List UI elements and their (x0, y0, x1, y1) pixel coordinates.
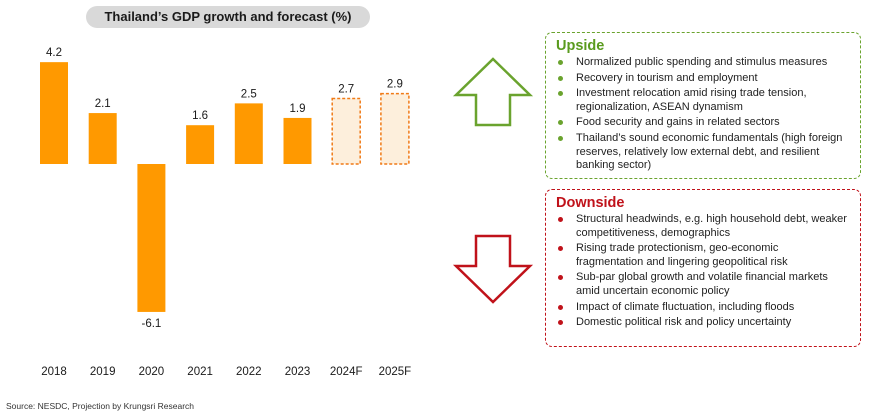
upside-item: Thailand’s sound economic fundamentals (… (556, 132, 848, 173)
bar-2022 (234, 103, 263, 164)
data-label-2022: 2.5 (241, 88, 257, 100)
category-label-2020: 2020 (139, 366, 165, 378)
data-label-2020: -6.1 (141, 318, 161, 330)
gdp-bar-chart: 4.2 2018 2.1 2019 -6.1 2020 1.6 2021 2.5 2022 1.9 2… (40, 47, 412, 378)
upside-box: Upside Normalized public spending and st… (545, 32, 861, 179)
bar-2023 (283, 117, 312, 164)
bar-2021 (186, 125, 215, 164)
data-label-2018: 4.2 (46, 47, 62, 59)
data-label-2025F: 2.9 (387, 79, 403, 91)
bar-2018 (40, 62, 68, 164)
chart-title: Thailand’s GDP growth and forecast (%) (86, 6, 370, 28)
downside-item: Impact of climate fluctuation, including… (556, 301, 848, 315)
downside-item: Domestic political risk and policy uncer… (556, 316, 848, 330)
data-label-2019: 2.1 (95, 98, 111, 110)
up-arrow-icon (452, 57, 534, 127)
bar-2019 (88, 113, 117, 164)
upside-item: Recovery in tourism and employment (556, 72, 848, 86)
source-note: Source: NESDC, Projection by Krungsri Re… (6, 401, 195, 411)
category-label-2024F: 2024F (330, 366, 363, 378)
category-label-2019: 2019 (90, 366, 116, 378)
category-label-2025F: 2025F (379, 366, 412, 378)
bar-2025F (380, 92, 410, 165)
downside-title: Downside (556, 195, 625, 211)
downside-box: Downside Structural headwinds, e.g. high… (545, 189, 861, 347)
data-label-2023: 1.9 (290, 103, 306, 115)
category-label-2018: 2018 (41, 366, 67, 378)
downside-item: Structural headwinds, e.g. high househol… (556, 213, 848, 240)
bar-2024F (331, 97, 361, 165)
downside-list: Structural headwinds, e.g. high househol… (556, 213, 848, 330)
data-label-2024F: 2.7 (338, 84, 354, 96)
category-label-2022: 2022 (236, 366, 262, 378)
downside-item: Sub-par global growth and volatile finan… (556, 271, 848, 298)
down-arrow-icon (452, 234, 534, 304)
upside-item: Food security and gains in related secto… (556, 116, 848, 130)
data-label-2021: 1.6 (192, 110, 208, 122)
category-label-2021: 2021 (187, 366, 213, 378)
upside-item: Investment relocation amid rising trade … (556, 87, 848, 114)
upside-list: Normalized public spending and stimulus … (556, 56, 848, 173)
category-label-2023: 2023 (285, 366, 311, 378)
upside-item: Normalized public spending and stimulus … (556, 56, 848, 70)
bar-2020 (137, 164, 166, 312)
upside-title: Upside (556, 38, 605, 54)
downside-item: Rising trade protectionism, geo-economic… (556, 242, 848, 269)
